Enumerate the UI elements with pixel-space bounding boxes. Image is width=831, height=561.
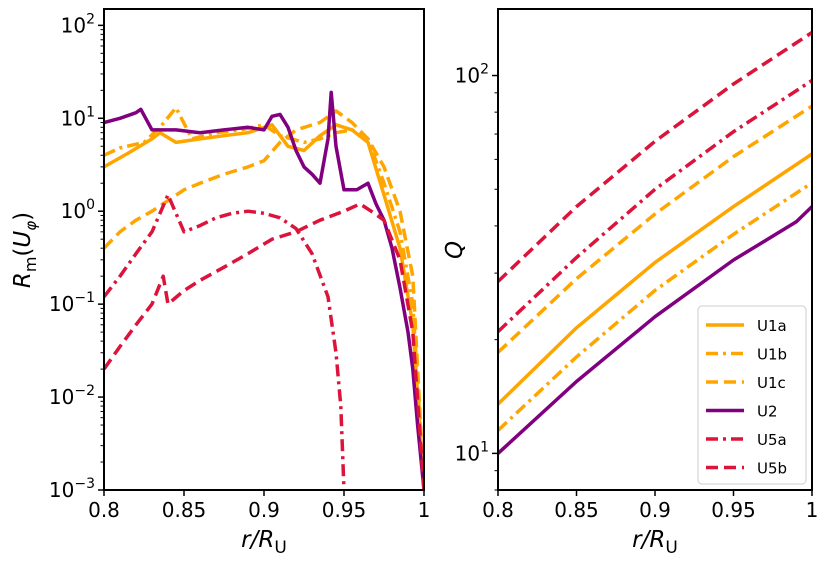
series-line-u1b: [498, 181, 812, 432]
x-tick-label: 0.95: [322, 498, 367, 522]
x-tick-label: 1: [806, 498, 819, 522]
right-ylabel: Q: [442, 241, 468, 259]
right-panel: 0.8 0.85 0.9 0.95 1 101 102 r/RU Q U1a U1b U1c U2…: [442, 8, 819, 558]
legend-label-u1c: U1c: [757, 374, 786, 392]
legend-label-u5b: U5b: [757, 460, 787, 478]
series-line-u5b: [498, 31, 812, 283]
y-tick-label: 101: [455, 439, 489, 465]
right-series-group: [498, 31, 812, 455]
y-tick-label: 10−3: [49, 476, 95, 502]
left-plot-frame: [103, 8, 425, 491]
series-line-u2: [104, 90, 424, 490]
x-tick-label: 1: [418, 498, 431, 522]
legend-label-u2: U2: [757, 403, 778, 421]
series-line-u5a: [104, 193, 346, 490]
series-line-u1c: [104, 109, 424, 490]
series-line-u1b: [104, 105, 424, 490]
legend-items: U1a U1b U1c U2 U5a U5b: [706, 317, 787, 478]
series-line-u5a: [498, 79, 812, 333]
legend-label-u1a: U1a: [757, 317, 787, 335]
x-tick-label: 0.85: [162, 498, 207, 522]
series-line-u1a: [498, 152, 812, 406]
x-tick-label: 0.8: [482, 498, 514, 522]
left-ylabel: Rm(Uφ): [10, 212, 40, 288]
left-ticks: 0.8 0.85 0.9 0.95 1 10−3 10−2 10−1 100 101 102: [49, 11, 430, 522]
legend-label-u5a: U5a: [757, 431, 787, 449]
legend-label-u1b: U1b: [757, 346, 787, 364]
y-tick-label: 102: [455, 62, 489, 88]
series-line-u2: [498, 205, 812, 455]
y-tick-label: 102: [61, 11, 95, 37]
x-tick-label: 0.9: [248, 498, 280, 522]
legend-box: [697, 305, 807, 485]
left-panel: 0.8 0.85 0.9 0.95 1 10−3 10−2 10−1 100 101 102 r/R…: [10, 8, 430, 558]
x-tick-label: 0.9: [639, 498, 671, 522]
y-tick-label: 10−2: [49, 383, 95, 409]
left-series-group: [104, 90, 424, 490]
y-tick-label: 100: [61, 197, 95, 223]
left-xlabel: r/RU: [241, 527, 287, 558]
right-ticks: 0.8 0.85 0.9 0.95 1 101 102: [455, 62, 819, 522]
y-tick-label: 10−1: [49, 290, 95, 316]
series-line-u1a: [104, 123, 424, 490]
legend: U1a U1b U1c U2 U5a U5b: [697, 305, 807, 485]
series-line-u1c: [498, 104, 812, 354]
x-tick-label: 0.95: [711, 498, 756, 522]
x-tick-label: 0.85: [554, 498, 599, 522]
x-tick-label: 0.8: [88, 498, 120, 522]
y-tick-label: 101: [61, 104, 95, 130]
series-line-u5b: [104, 202, 424, 490]
right-xlabel: r/RU: [632, 527, 678, 558]
